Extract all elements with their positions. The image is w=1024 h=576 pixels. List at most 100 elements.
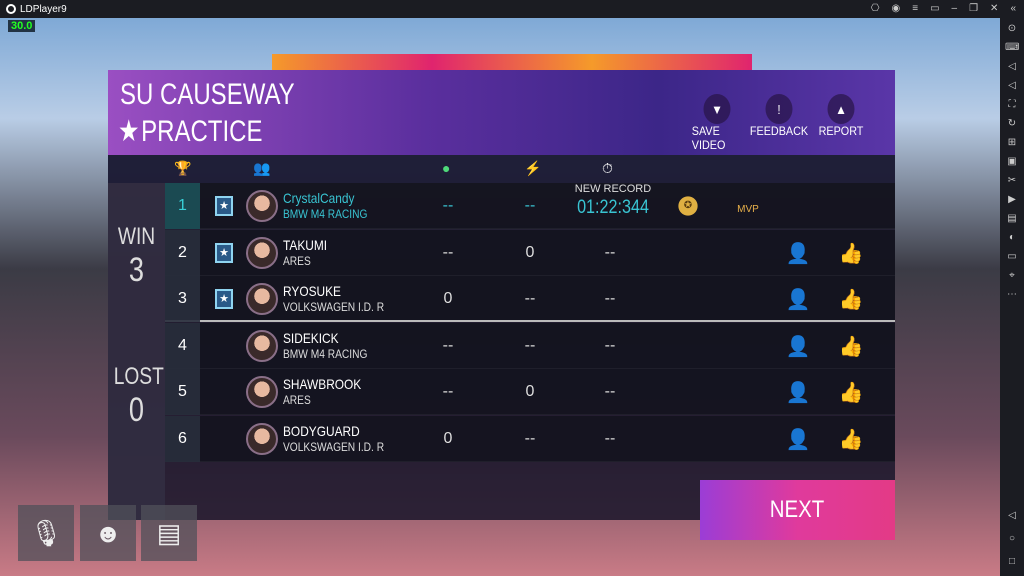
mode-title: ★ PRACTICE [118,114,262,149]
rank: 5 [165,369,200,415]
account-icon[interactable]: ◉ [891,3,901,14]
car-name: BMW M4 RACING [283,346,368,361]
avatar[interactable] [246,283,278,315]
rank: 1 [165,183,200,229]
rank: 6 [165,415,200,462]
save-video-label: SAVE VIDEO [691,124,726,152]
add-friend-button[interactable]: 👤 [785,428,811,451]
emoji-button[interactable]: ☻ [80,505,136,561]
like-button[interactable]: 👍 [838,382,864,404]
lost-label: LOST [113,363,164,390]
avatar[interactable] [246,376,278,408]
folder-icon[interactable]: ▭ [1007,251,1017,262]
wheel-medal-icon: ✪ [670,191,706,221]
menu-icon[interactable]: ≡ [912,3,919,14]
game-view: 30.0 SU CAUSEWAY ★ PRACTICE ▼ SAVE VIDEO !… [0,18,1000,576]
avatar[interactable] [246,190,278,222]
trophy-icon: 🏆 [174,160,192,176]
report-button[interactable]: ▲ REPORT [816,94,866,152]
emulator-sidebar: ⊙ ⌨ ◁ ◁ ⛶ ↻ ⊞ ▣ ✂ ▶ ▤ ◐ ▭ ⌖ ⋯ ◁ ○ □ [1000,18,1024,576]
volume-down-icon[interactable]: ◁ [1008,80,1016,91]
avatar[interactable] [246,422,278,455]
ldplayer-logo-icon [6,4,16,14]
chat-button[interactable]: ▤ [141,505,197,561]
like-button[interactable]: 👍 [838,289,864,311]
more-icon[interactable]: ⋯ [1007,289,1017,300]
rank-badge-icon: ★ [215,289,233,309]
collapse-sidebar-button[interactable]: « [1010,3,1016,14]
shake-icon[interactable]: ◐ [1008,232,1016,243]
avatar[interactable] [246,329,278,362]
car-name: BMW M4 RACING [283,207,368,221]
voice-chat-button[interactable]: 🎙 [18,505,74,561]
stat-energy: 0 [525,383,535,400]
like-button[interactable]: 👍 [838,428,864,451]
energy-icon: ⚡ [524,160,542,176]
screen-icon[interactable]: ▭ [930,3,940,14]
mode-label: PRACTICE [141,114,263,148]
fullscreen-icon[interactable]: ⛶ [1008,99,1016,110]
player-name: CrystalCandy [283,190,355,206]
players-icon: 👥 [253,160,271,176]
column-headers: 🏆 👥 ● ⚡ ⏱ [108,155,895,183]
player-name: TAKUMI [283,236,328,253]
stat-nitro: -- [442,243,454,261]
report-icon: ▲ [827,94,855,124]
avatar[interactable] [246,236,278,269]
keyboard-icon[interactable]: ⌨ [1005,42,1020,53]
feedback-icon: ! [765,94,793,124]
settings-icon[interactable]: ⊙ [1007,23,1017,34]
add-friend-button[interactable]: 👤 [785,335,811,358]
player-name: BODYGUARD [283,422,360,439]
race-time: -- [604,429,616,447]
fps-counter: 30.0 [8,20,36,32]
add-friend-button[interactable]: 👤 [785,289,811,311]
close-button[interactable]: ✕ [990,3,999,14]
stopwatch-icon: ⏱ [602,160,613,176]
record-icon[interactable]: ▶ [1008,194,1016,205]
background-banner [272,54,752,74]
back-icon[interactable]: ◁ [1008,510,1016,521]
add-friend-button[interactable]: 👤 [785,382,811,404]
gamepad-icon[interactable]: ⎔ [870,3,880,14]
add-friend-button[interactable]: 👤 [785,242,811,265]
feedback-button[interactable]: ! FEEDBACK [750,94,808,152]
feedback-label: FEEDBACK [749,124,809,138]
track-name: SU CAUSEWAY [120,78,295,111]
microphone-icon: 🎙 [29,517,63,548]
install-apk-icon[interactable]: ⊞ [1007,137,1017,148]
stat-nitro: 0 [443,429,453,447]
rank-badge-icon: ★ [215,242,233,263]
stat-energy: -- [524,336,536,354]
recents-icon[interactable]: □ [1008,556,1016,567]
location-icon[interactable]: ⌖ [1009,270,1015,281]
home-icon[interactable]: ○ [1008,533,1016,544]
player-name: SIDEKICK [283,329,339,346]
maximize-button[interactable]: ❐ [969,3,979,14]
player-name: SHAWBROOK [283,376,362,392]
stat-nitro: -- [442,197,454,214]
results-panel: SU CAUSEWAY ★ PRACTICE ▼ SAVE VIDEO ! FEEDB… [108,70,895,540]
results-header: SU CAUSEWAY ★ PRACTICE ▼ SAVE VIDEO ! FEEDB… [108,70,895,155]
minimize-button[interactable]: – [951,3,958,14]
screenshot-icon[interactable]: ▣ [1007,156,1017,167]
scissors-icon[interactable]: ✂ [1007,175,1017,186]
new-record-label: NEW RECORD [574,183,652,195]
win-label: WIN [117,223,156,250]
sync-icon[interactable]: ▤ [1007,213,1017,224]
like-button[interactable]: 👍 [838,242,864,265]
stat-energy: -- [524,197,536,214]
stat-energy: 0 [525,243,535,261]
car-name: ARES [283,393,311,407]
next-button[interactable]: NEXT [700,480,895,540]
stat-energy: -- [524,429,536,447]
like-button[interactable]: 👍 [838,335,864,358]
video-icon: ▼ [703,94,731,124]
rotate-icon[interactable]: ↻ [1007,118,1017,129]
car-name: VOLKSWAGEN I.D. R [283,300,385,314]
title-bar: LDPlayer9 ⎔ ◉ ≡ ▭ – ❐ ✕ « [0,0,1024,18]
report-label: REPORT [818,124,864,138]
save-video-button[interactable]: ▼ SAVE VIDEO [692,94,742,152]
player-row: 4 SIDEKICK BMW M4 RACING -- -- -- 👤 👍 [165,322,895,369]
volume-up-icon[interactable]: ◁ [1008,61,1016,72]
